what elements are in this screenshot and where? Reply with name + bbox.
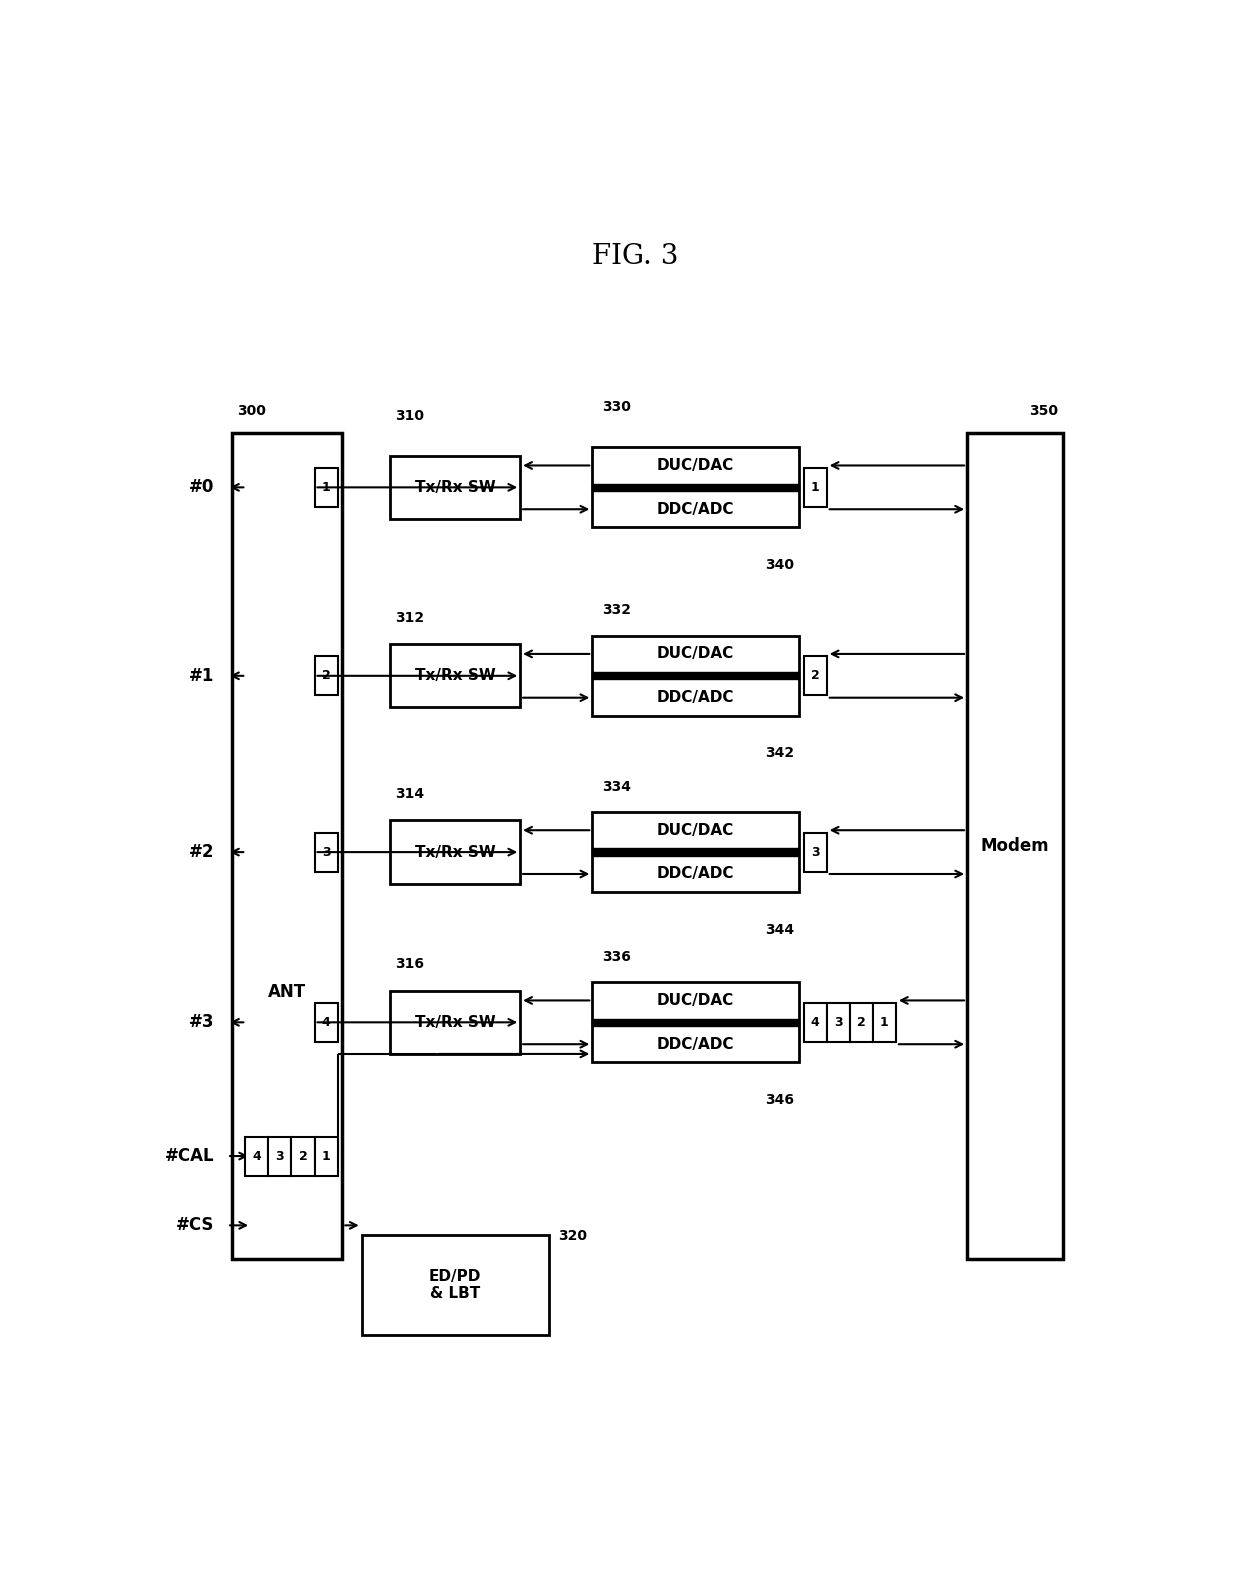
FancyBboxPatch shape [391,644,521,707]
FancyBboxPatch shape [391,456,521,519]
Text: FIG. 3: FIG. 3 [593,243,678,270]
FancyBboxPatch shape [804,467,827,507]
Text: 1: 1 [321,482,330,494]
Text: 4: 4 [811,1015,820,1030]
Text: 344: 344 [765,922,794,936]
Text: 4: 4 [253,1150,262,1162]
FancyBboxPatch shape [827,1003,849,1042]
Text: DDC/ADC: DDC/ADC [657,690,734,706]
Text: Modem: Modem [981,837,1049,854]
FancyBboxPatch shape [593,812,799,892]
FancyBboxPatch shape [804,832,827,872]
FancyBboxPatch shape [593,636,799,715]
Text: #3: #3 [188,1014,215,1031]
Text: DUC/DAC: DUC/DAC [657,646,734,662]
FancyBboxPatch shape [873,1003,897,1042]
Text: 320: 320 [559,1228,588,1243]
Text: 1: 1 [321,1150,330,1162]
Text: 314: 314 [396,786,424,801]
Text: 1: 1 [811,482,820,494]
FancyBboxPatch shape [362,1235,549,1334]
Text: #2: #2 [188,843,215,861]
Text: Tx/Rx SW: Tx/Rx SW [415,480,496,494]
Text: Tx/Rx SW: Tx/Rx SW [415,1015,496,1030]
Text: DDC/ADC: DDC/ADC [657,1037,734,1052]
Text: #CAL: #CAL [165,1146,215,1165]
Text: DDC/ADC: DDC/ADC [657,502,734,516]
Text: 4: 4 [321,1015,330,1030]
Text: 1: 1 [880,1015,889,1030]
Text: 316: 316 [396,957,424,971]
Text: 3: 3 [835,1015,843,1030]
FancyBboxPatch shape [315,1137,337,1175]
Text: 312: 312 [396,611,424,625]
Text: ANT: ANT [268,984,306,1001]
FancyBboxPatch shape [232,433,342,1260]
Text: 342: 342 [765,747,794,761]
Text: 300: 300 [237,404,265,418]
Text: 330: 330 [601,401,631,414]
Text: 3: 3 [275,1150,284,1162]
FancyBboxPatch shape [391,990,521,1053]
Text: DUC/DAC: DUC/DAC [657,458,734,474]
Text: 3: 3 [811,846,820,859]
FancyBboxPatch shape [315,832,337,872]
Text: #1: #1 [190,666,215,685]
Text: DDC/ADC: DDC/ADC [657,867,734,881]
FancyBboxPatch shape [291,1137,315,1175]
FancyBboxPatch shape [268,1137,291,1175]
FancyBboxPatch shape [593,447,799,527]
FancyBboxPatch shape [246,1137,268,1175]
Text: DUC/DAC: DUC/DAC [657,823,734,838]
Text: Tx/Rx SW: Tx/Rx SW [415,845,496,859]
Text: 3: 3 [321,846,330,859]
Text: 2: 2 [299,1150,308,1162]
FancyBboxPatch shape [967,433,1063,1260]
FancyBboxPatch shape [593,982,799,1063]
Text: 340: 340 [765,557,794,572]
FancyBboxPatch shape [315,1003,337,1042]
FancyBboxPatch shape [391,821,521,884]
Text: #CS: #CS [176,1216,215,1235]
Text: 332: 332 [601,603,631,617]
FancyBboxPatch shape [849,1003,873,1042]
Text: 334: 334 [601,780,631,794]
FancyBboxPatch shape [804,1003,827,1042]
Text: 350: 350 [1029,404,1058,418]
FancyBboxPatch shape [315,467,337,507]
Text: 336: 336 [601,951,631,963]
Text: 346: 346 [765,1093,794,1107]
Text: 2: 2 [857,1015,866,1030]
Text: #0: #0 [190,478,215,496]
Text: ED/PD
& LBT: ED/PD & LBT [429,1270,481,1301]
FancyBboxPatch shape [804,657,827,695]
Text: 2: 2 [811,669,820,682]
FancyBboxPatch shape [315,657,337,695]
Text: 2: 2 [321,669,330,682]
Text: Tx/Rx SW: Tx/Rx SW [415,668,496,684]
Text: 310: 310 [396,409,424,423]
Text: DUC/DAC: DUC/DAC [657,993,734,1007]
